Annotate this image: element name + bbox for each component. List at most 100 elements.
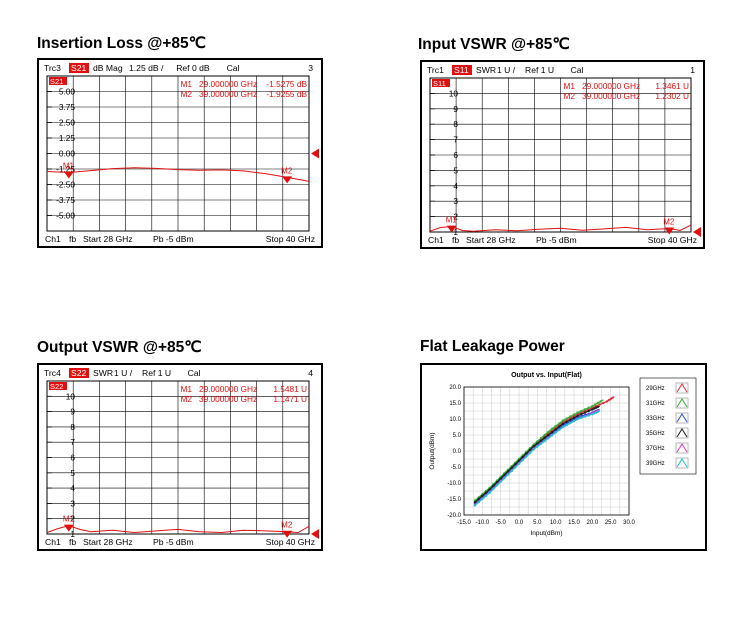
series-point-35GHz — [539, 439, 543, 442]
series-point-39GHz — [592, 412, 596, 415]
y-tick-label: 10 — [66, 391, 76, 401]
marker-readout-freq: 29.000000 GHz — [582, 81, 640, 91]
output-vswr-title: Output VSWR @+85℃ — [37, 339, 202, 356]
channel-number: 1 — [690, 65, 695, 75]
trace-line — [46, 525, 310, 534]
output-vswr-chart: Trc4 S22 SWR 1 U / Ref 1 U Cal 4 10 9 8 7 6 5 4 3 2 1 S22… — [44, 368, 319, 547]
series-point-35GHz — [576, 414, 579, 417]
legend-swatch-line — [676, 428, 688, 438]
series-point-31GHz — [558, 422, 561, 425]
y-tick-label: -20.0 — [447, 513, 461, 519]
series-point-39GHz — [587, 414, 590, 417]
y-tick-label: 1 — [453, 227, 458, 237]
series-point-39GHz — [554, 431, 557, 434]
marker-readout-name: M2 — [180, 89, 192, 99]
series-point-39GHz — [484, 494, 488, 497]
series-point-39GHz — [596, 410, 600, 413]
y-tick-label: 15.0 — [449, 401, 461, 407]
param-tag-box — [49, 382, 67, 390]
y-tick-label: 1.25 — [59, 133, 76, 143]
series-point-29GHz — [602, 401, 605, 405]
series-point-35GHz — [572, 416, 576, 419]
y-tick-label: 4 — [70, 483, 75, 493]
footer-fb: fb — [69, 537, 76, 547]
y-tick-label: 1 — [70, 529, 75, 539]
scale-label: 1 U / — [497, 65, 516, 75]
param-box — [69, 368, 89, 378]
series-point-35GHz — [503, 473, 506, 477]
marker-readout-name: M1 — [563, 81, 575, 91]
series-point-39GHz — [525, 455, 528, 458]
series-point-39GHz — [473, 504, 477, 507]
y-tick-label: 7 — [70, 437, 75, 447]
series-point-35GHz — [517, 459, 521, 462]
marker-triangle — [282, 530, 293, 538]
series-point-35GHz — [565, 420, 568, 423]
series-point-35GHz — [558, 425, 561, 428]
legend-swatch-box — [675, 382, 689, 394]
reference-arrow — [311, 529, 319, 539]
legend-swatch-box — [675, 442, 689, 454]
series-point-35GHz — [473, 501, 477, 504]
param-tag-box — [49, 77, 67, 85]
flat-leakage-title: Flat Leakage Power — [420, 338, 565, 355]
footer-stop: Stop 40 GHz — [266, 234, 315, 244]
marker-label: M2 — [281, 166, 293, 175]
x-tick-label: 10.0 — [550, 520, 562, 526]
marker-triangle — [664, 227, 675, 235]
format-label: SWR — [93, 368, 113, 378]
series-point-39GHz — [488, 491, 491, 494]
series-point-39GHz — [514, 466, 517, 469]
series-point-39GHz — [521, 459, 524, 462]
trace-label: Trc3 — [44, 63, 61, 73]
footer-fb: fb — [69, 234, 76, 244]
ref-label: Ref 1 U — [525, 65, 554, 75]
series-point-29GHz — [605, 400, 609, 403]
format-label: SWR — [476, 65, 496, 75]
series-point-39GHz — [528, 451, 532, 455]
series-point-39GHz — [510, 469, 513, 473]
footer-start: Start 28 GHz — [83, 234, 133, 244]
y-tick-label: 2 — [70, 514, 75, 524]
series-point-35GHz — [554, 428, 557, 431]
marker-readout-value: -1.5275 dB — [266, 79, 307, 89]
marker-readout-value: -1.9255 dB — [266, 89, 307, 99]
series-point-39GHz — [583, 415, 587, 418]
y-tick-label: 0.00 — [59, 149, 76, 159]
y-tick-label: 6 — [70, 453, 75, 463]
footer-power: Pb -5 dBm — [153, 234, 194, 244]
marker-readout-freq: 29.000000 GHz — [199, 384, 257, 394]
series-point-35GHz — [596, 405, 600, 409]
trace-label: Trc1 — [427, 65, 444, 75]
series-point-31GHz — [593, 403, 597, 406]
series-point-35GHz — [488, 488, 491, 491]
marker-triangle — [63, 171, 74, 179]
ref-label: Ref 0 dB — [176, 63, 210, 73]
y-tick-label: 3 — [70, 498, 75, 508]
legend-swatch-box — [675, 427, 689, 439]
series-point-35GHz — [561, 422, 565, 425]
marker-readout-value: 1.2302 U — [655, 91, 689, 101]
series-point-35GHz — [536, 442, 539, 445]
series-point-31GHz — [587, 406, 590, 409]
marker-readout-freq: 39.000000 GHz — [199, 89, 257, 99]
channel-number: 3 — [308, 63, 313, 73]
y-tick-label: 5.00 — [59, 87, 76, 97]
series-point-31GHz — [547, 430, 550, 433]
y-tick-label: -2.50 — [56, 180, 75, 190]
param-label: S21 — [71, 63, 87, 73]
series-point-31GHz — [565, 417, 568, 420]
series-point-31GHz — [543, 433, 546, 437]
legend-swatch-box — [675, 457, 689, 469]
ref-label: Ref 1 U — [142, 368, 171, 378]
series-point-35GHz — [580, 413, 583, 416]
param-tag-box — [432, 79, 450, 87]
flat-leakage-panel: Output vs. Input(Flat) -15.0 -10.0 -5.0 0.0 5… — [420, 363, 707, 551]
series-point-31GHz — [596, 401, 600, 405]
x-axis-label: Input(dBm) — [530, 530, 562, 537]
series-point-39GHz — [547, 437, 550, 440]
series-point-39GHz — [591, 413, 594, 416]
series-point-39GHz — [532, 448, 535, 451]
chart-title: Output vs. Input(Flat) — [511, 372, 582, 379]
y-tick-label: 8 — [70, 422, 75, 432]
